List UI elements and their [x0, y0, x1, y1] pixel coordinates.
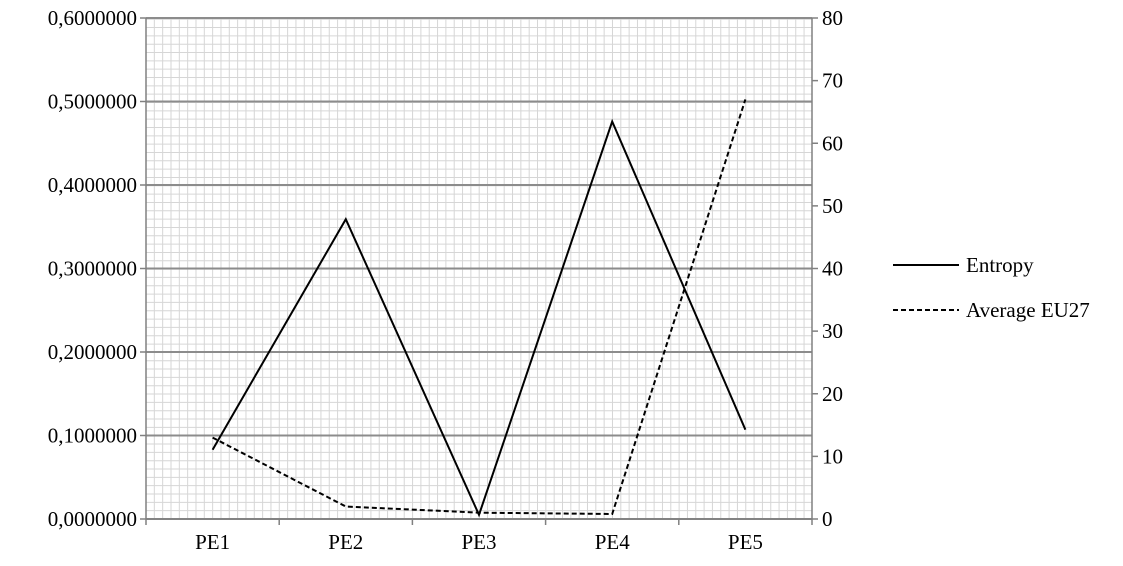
right-tick-label: 20 [822, 382, 843, 406]
series-lines [211, 99, 747, 518]
right-tick-label: 30 [822, 319, 843, 343]
left-tick-label: 0,3000000 [48, 257, 137, 281]
series-line-1 [211, 118, 747, 518]
legend-label-1: Entropy [966, 253, 1034, 277]
right-tick-label: 0 [822, 507, 833, 531]
x-tick-label: PE4 [595, 530, 631, 554]
legend: Entropy Average EU27 [893, 253, 1090, 322]
left-tick-label: 0,2000000 [48, 340, 137, 364]
x-tick-label: PE3 [461, 530, 496, 554]
left-tick-label: 0,6000000 [48, 6, 137, 30]
x-tick-label: PE5 [728, 530, 763, 554]
series-line-2 [212, 99, 747, 516]
legend-label-2: Average EU27 [966, 298, 1090, 322]
right-tick-label: 80 [822, 6, 843, 30]
right-tick-label: 70 [822, 69, 843, 93]
right-tick-label: 10 [822, 444, 843, 468]
tick-labels: 0,0000000 0,1000000 0,2000000 0,3000000 0,40… [48, 6, 843, 554]
left-tick-label: 0,5000000 [48, 90, 137, 114]
left-tick-label: 0,0000000 [48, 507, 137, 531]
right-tick-label: 60 [822, 131, 843, 155]
left-tick-label: 0,1000000 [48, 424, 137, 448]
x-tick-label: PE1 [195, 530, 230, 554]
right-tick-label: 40 [822, 257, 843, 281]
right-tick-label: 50 [822, 194, 843, 218]
x-tick-label: PE2 [328, 530, 363, 554]
axes [140, 17, 818, 525]
left-tick-label: 0,4000000 [48, 173, 137, 197]
